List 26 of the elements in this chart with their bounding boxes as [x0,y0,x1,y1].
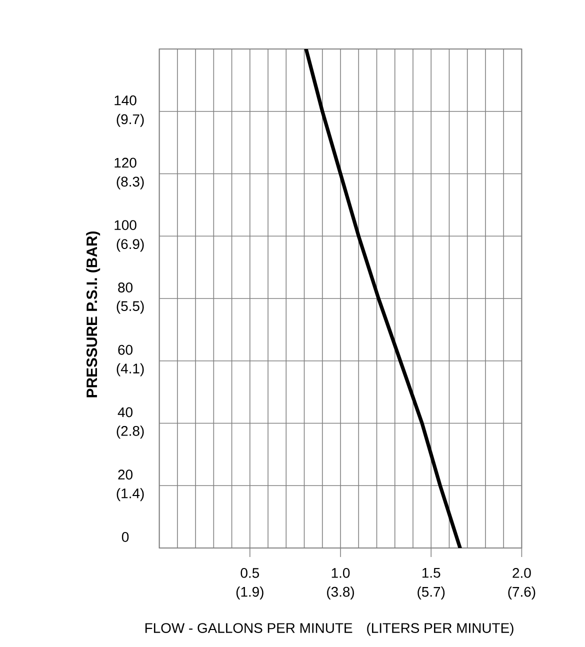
y2-tick-label: (1.4) [116,488,144,502]
y-tick-label: 140 [114,95,136,106]
x-tick-label: 1.0 [332,568,350,578]
x-tick-label: 0.5 [240,568,260,578]
x2-axis-title: (LITERS PER MINUTE) [367,622,514,636]
x2-tick-label: (1.9) [236,586,264,600]
y2-tick-label: (5.5) [116,300,144,314]
y-tick-label: 20 [118,470,132,480]
y-axis-title: PRESSURE P.S.I. (BAR) [86,231,100,398]
y-tick-label: 0 [122,532,129,542]
y-tick-label: 40 [118,407,132,418]
y-tick-label: 60 [118,344,132,355]
x-tick-label: 2.0 [512,568,531,578]
y2-tick-label: (4.1) [116,363,144,376]
y2-tick-label: (8.3) [116,176,144,190]
y-tick-label: 120 [114,158,136,168]
y2-tick-label: (6.9) [116,238,144,252]
x2-tick-label: (7.6) [508,586,536,600]
x2-tick-label: (5.7) [418,586,445,600]
y-tick-label: 100 [114,220,136,230]
x2-tick-label: (3.8) [327,586,354,600]
y-tick-label: 80 [118,282,132,292]
y2-tick-label: (2.8) [116,426,144,439]
x-tick-label: 1.5 [422,568,440,578]
y2-tick-label: (9.7) [116,114,144,127]
x-axis-title: FLOW - GALLONS PER MINUTE [145,623,352,633]
